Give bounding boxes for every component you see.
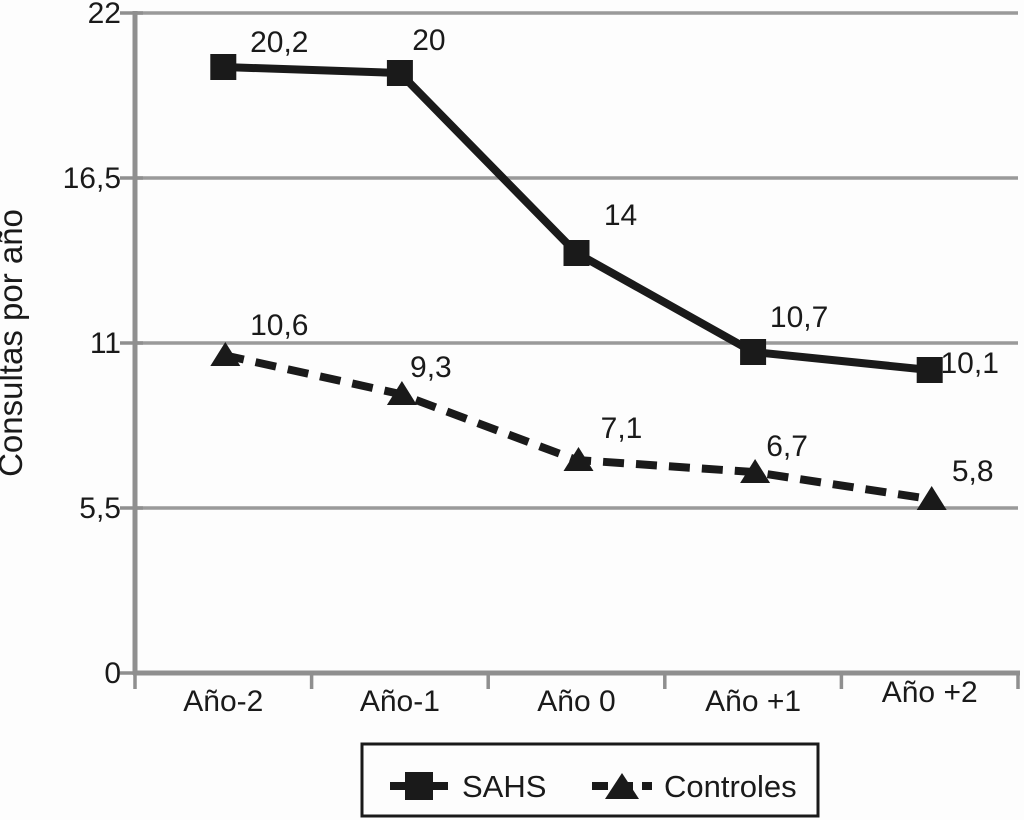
legend-label-sahs: SAHS [462, 769, 546, 804]
y-tick-label-1: 5,5 [79, 492, 121, 525]
controles-marker-0 [210, 342, 241, 366]
controles-marker-3 [740, 459, 771, 483]
x-axis-label-4: Año +2 [882, 676, 978, 709]
sahs-data-label-4: 10,1 [941, 347, 999, 380]
y-tick-label-0: 0 [104, 657, 121, 690]
controles-data-label-2: 7,1 [601, 412, 643, 445]
sahs-marker-0 [210, 54, 237, 80]
y-tick-label-3: 16,5 [63, 162, 121, 195]
y-tick-label-2: 11 [90, 327, 121, 360]
sahs-marker-3 [740, 339, 767, 365]
legend-label-controles: Controles [664, 769, 797, 804]
legend-sahs-square-marker-icon [405, 772, 433, 800]
sahs-marker-2 [563, 240, 590, 266]
sahs-data-label-2: 14 [604, 199, 637, 232]
controles-marker-2 [563, 447, 594, 471]
sahs-data-label-1: 20 [412, 24, 445, 57]
controles-data-label-4: 5,8 [952, 455, 994, 488]
y-tick-label-4: 22 [88, 0, 121, 30]
sahs-marker-4 [916, 357, 943, 383]
controles-data-label-0: 10,6 [250, 309, 308, 342]
y-axis-title: Consultas por año [0, 209, 29, 477]
sahs-data-label-0: 20,2 [250, 26, 308, 59]
sahs-marker-1 [386, 60, 413, 86]
controles-data-label-3: 6,7 [766, 430, 808, 463]
x-axis-label-1: Año-1 [360, 685, 440, 718]
legend-box [360, 742, 820, 818]
sahs-data-label-3: 10,7 [770, 301, 828, 334]
x-axis-label-0: Año-2 [183, 685, 263, 718]
controles-marker-4 [916, 486, 947, 510]
legend-controles-triangle-marker-icon [605, 773, 639, 799]
controles-data-label-1: 9,3 [410, 351, 452, 384]
x-axis-label-2: Año 0 [537, 685, 615, 718]
controles-marker-1 [386, 381, 417, 405]
x-axis-label-3: Año +1 [705, 685, 801, 718]
